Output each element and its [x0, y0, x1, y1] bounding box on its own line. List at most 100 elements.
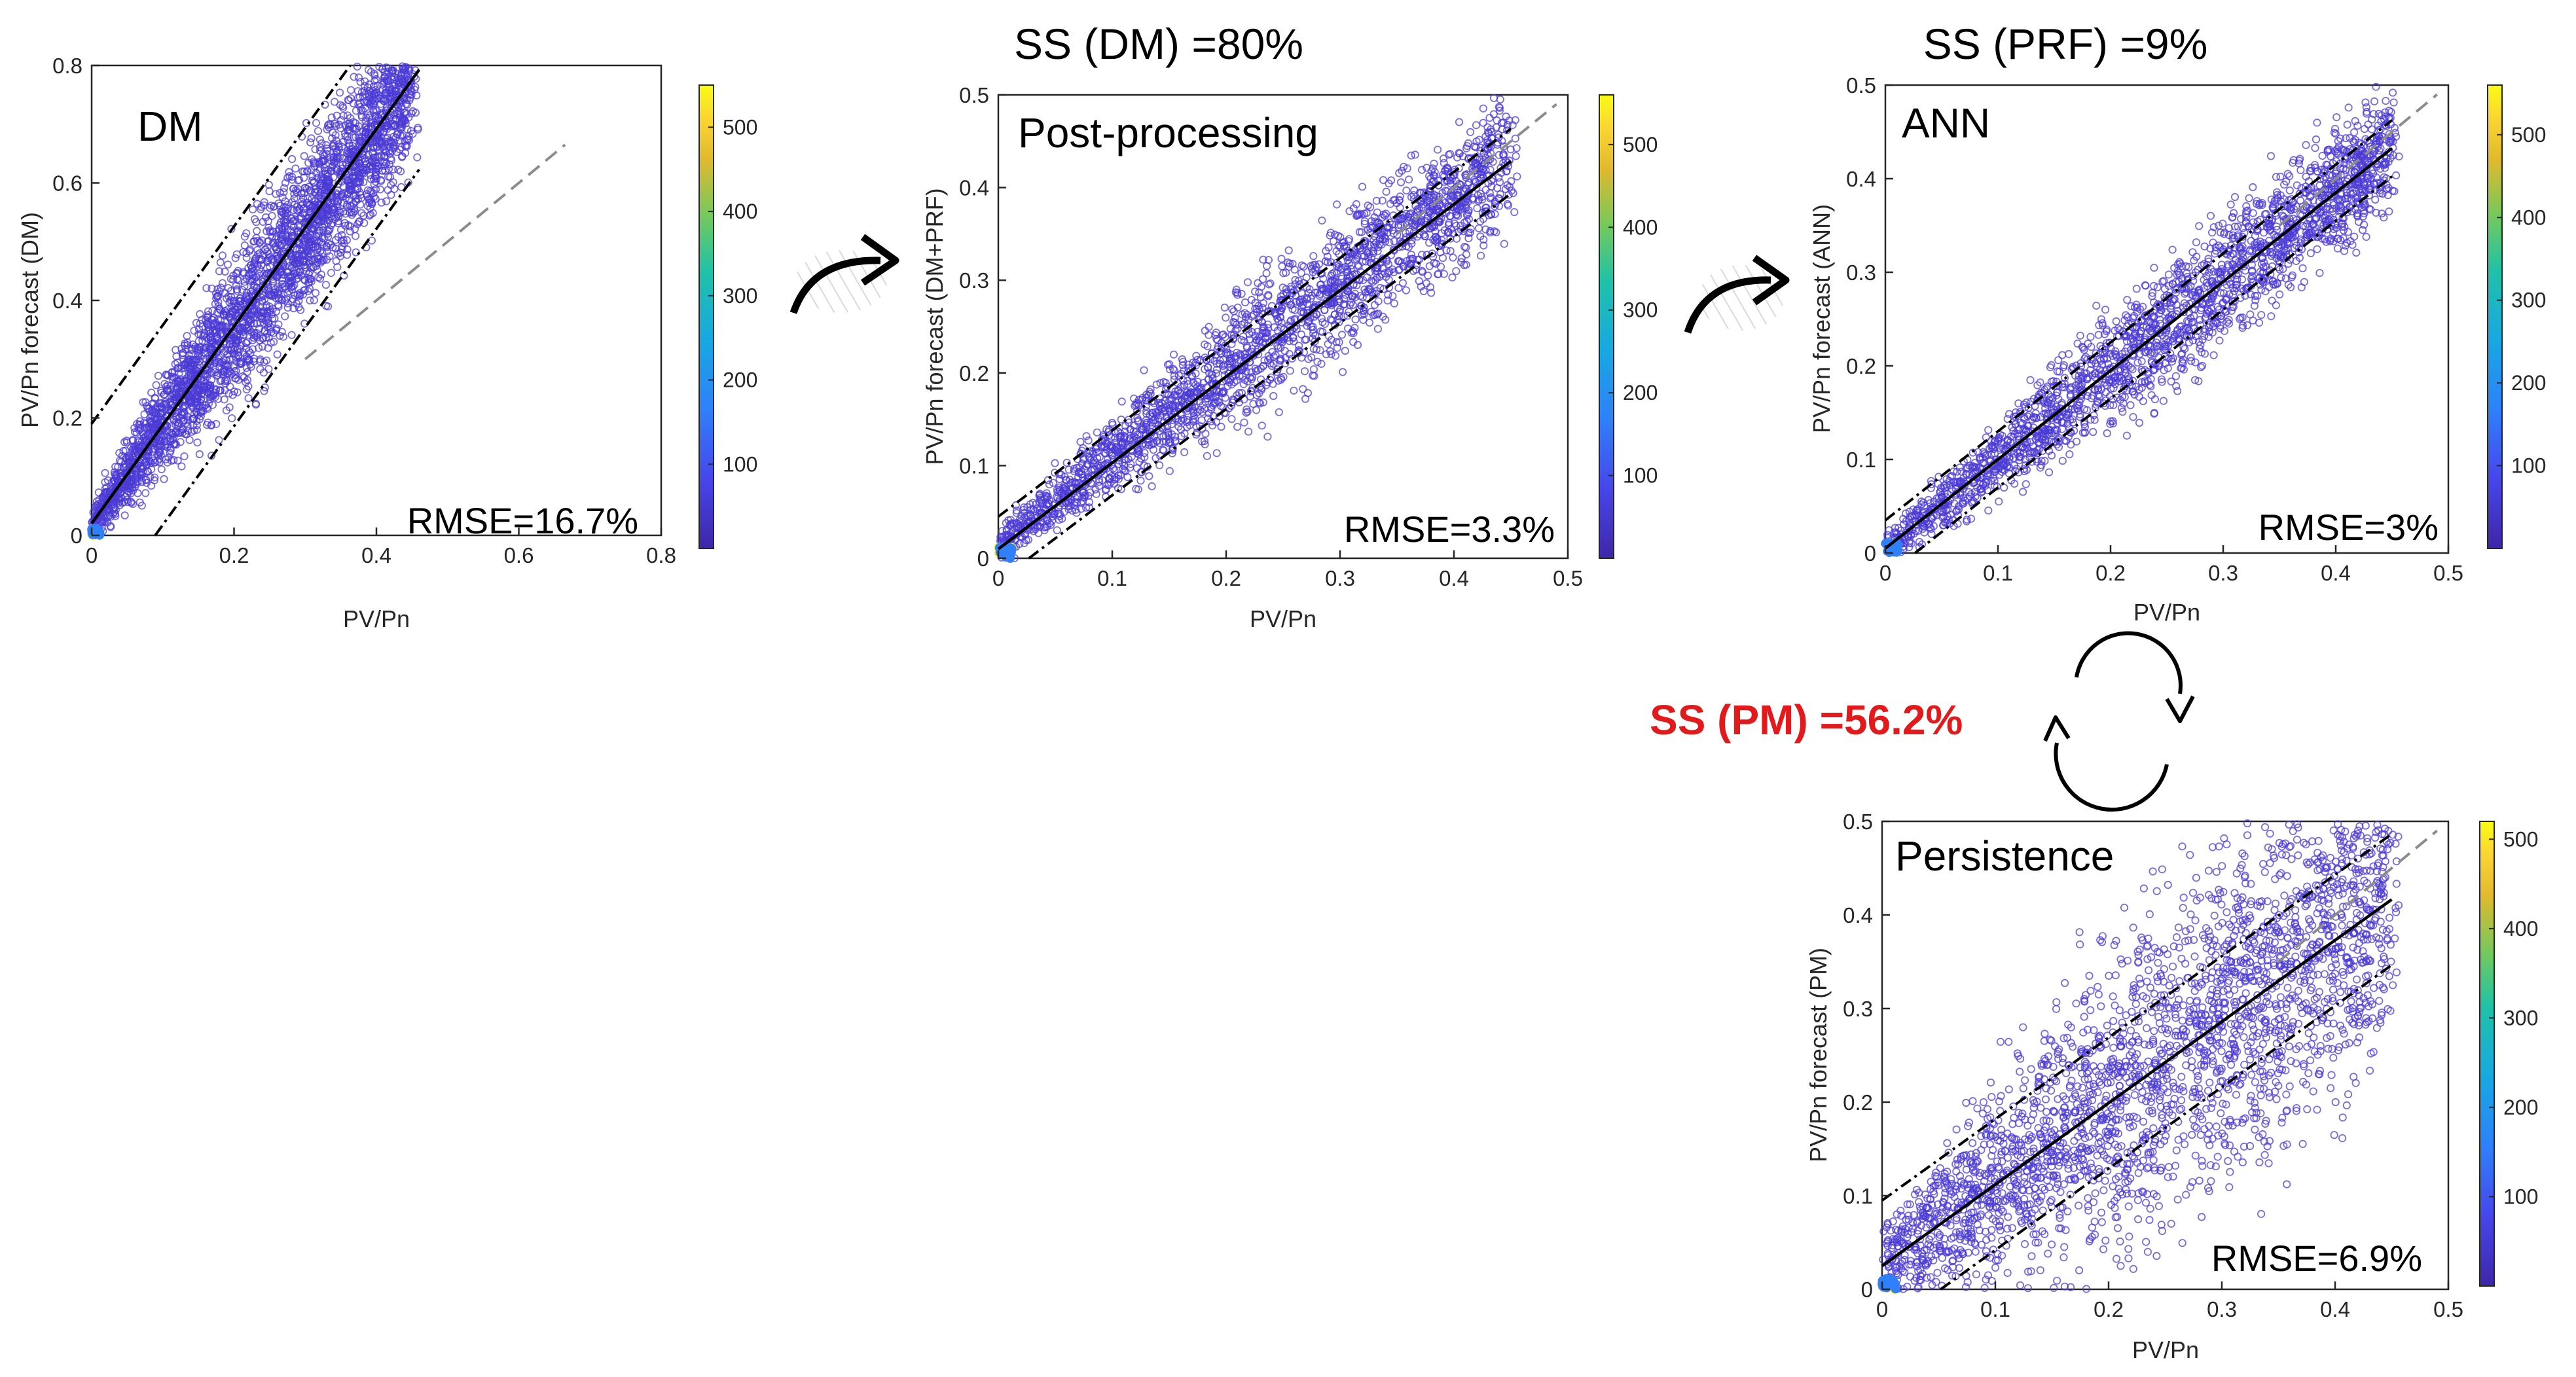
scatter-point: [231, 254, 240, 262]
arrow-curve: [1684, 276, 1771, 334]
scatter-point: [341, 221, 350, 230]
scatter-point: [359, 92, 367, 101]
scatter-point: [253, 226, 261, 235]
scatter-point: [204, 307, 213, 315]
scatter-point: [356, 78, 365, 86]
colorbar-tick-label: 300: [723, 284, 757, 308]
arrow-shadow: [795, 250, 887, 313]
scatter-point: [232, 287, 241, 295]
scatter-point: [251, 332, 260, 340]
scatter-point: [405, 89, 414, 98]
scatter-point: [283, 303, 292, 312]
scatter-point: [157, 465, 166, 474]
scatter-point: [350, 73, 358, 81]
x-tick-label: 0: [86, 543, 98, 567]
scatter-point: [152, 381, 160, 389]
scatter-point: [147, 388, 156, 397]
scatter-point: [281, 312, 289, 321]
colorbar-tick-label: 400: [723, 200, 757, 223]
scatter-point: [325, 120, 333, 128]
panel-title: DM: [137, 103, 203, 150]
cycle-arc-bottom: [2054, 742, 2169, 812]
x-tick-label: 0.6: [504, 543, 534, 567]
scatter-point: [291, 164, 300, 173]
scatter-point: [382, 197, 391, 206]
scatter-point: [242, 385, 251, 394]
cycle-head-top: [2165, 695, 2195, 723]
scatter-point: [343, 245, 352, 254]
scatter-point: [311, 145, 319, 154]
scatter-point: [300, 152, 308, 160]
scatter-point: [330, 98, 339, 106]
scatter-point: [192, 319, 200, 327]
scatter-point: [172, 346, 180, 354]
scatter-point: [154, 372, 162, 380]
scatter-point: [134, 477, 142, 486]
scatter-point: [180, 452, 189, 461]
y-tick-label: 0.8: [52, 54, 82, 78]
scatter-point: [273, 350, 281, 359]
x-axis-label: PV/Pn: [343, 605, 410, 632]
scatter-point: [312, 118, 320, 127]
scatter-point: [208, 284, 216, 293]
colorbar-tick-label: 100: [723, 452, 757, 476]
scatter-point: [227, 274, 235, 283]
scatter-point: [346, 222, 354, 230]
cycle-icon: [2043, 631, 2195, 812]
scatter-point: [202, 284, 211, 293]
scatter-point: [240, 281, 249, 291]
scatter-point: [151, 473, 159, 482]
scatter-point: [344, 136, 352, 145]
scatter-point: [242, 229, 251, 238]
scatter-point: [151, 394, 160, 403]
arrow-curve: [789, 257, 881, 314]
scatter-point: [264, 319, 273, 327]
scatter-point: [283, 299, 292, 308]
scatter-point: [278, 193, 287, 202]
scatter-points: [87, 62, 422, 540]
scatter-point: [353, 62, 361, 71]
scatter-point: [364, 65, 373, 75]
scatter-point: [215, 436, 223, 444]
y-tick-label: 0.2: [52, 406, 82, 431]
scatter-point: [352, 124, 361, 133]
scatter-point: [336, 116, 346, 124]
x-tick-label: 0.8: [646, 543, 676, 567]
scatter-point: [306, 138, 315, 147]
scatter-point: [276, 188, 284, 197]
colorbar: [698, 84, 714, 549]
colorbar-tick-label: 500: [723, 115, 757, 139]
scatter-point: [355, 99, 364, 107]
arrow-head: [860, 234, 899, 286]
ss-dm-label: SS (DM) =80%: [1014, 20, 1303, 68]
scatter-point: [299, 194, 308, 202]
y-tick-label: 0: [71, 524, 82, 548]
scatter-point: [327, 241, 335, 249]
scatter-point: [377, 198, 386, 207]
scatter-point: [317, 270, 325, 279]
scatter-point: [278, 296, 287, 304]
scatter-point: [256, 357, 264, 366]
scatter-point: [413, 153, 422, 162]
scatter-point: [293, 291, 302, 299]
scatter-point: [283, 173, 292, 182]
scatter-point: [321, 281, 330, 289]
scatter-point: [351, 232, 360, 240]
panel-dm: 0 0.2 0.4 0.6 0.8 00.20.40.60.8 DM RMSE=16.7…: [16, 54, 757, 632]
scatter-point: [314, 127, 322, 135]
scatter-point: [260, 387, 268, 395]
y-axis-label: PV/Pn forecast (DM): [16, 212, 43, 428]
scatter-point: [304, 183, 314, 191]
scatter-point: [316, 274, 325, 283]
y-tick-label: 0.4: [52, 289, 82, 313]
scatter-point: [232, 374, 240, 383]
scatter-point: [136, 420, 145, 429]
scatter-point: [336, 225, 346, 234]
scatter-point: [408, 130, 417, 138]
scatter-point: [376, 185, 385, 194]
scatter-point: [177, 462, 186, 471]
scatter-point: [317, 139, 326, 148]
ss-pm-label: SS (PM) =56.2%: [1650, 696, 1963, 743]
